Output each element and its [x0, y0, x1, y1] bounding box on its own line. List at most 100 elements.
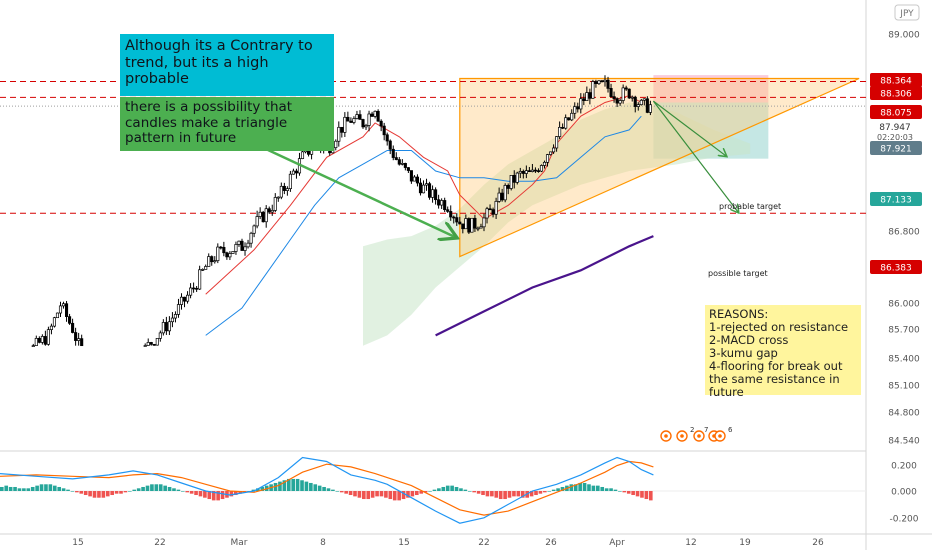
macd-histogram-bar [326, 488, 331, 491]
macd-histogram-bar [445, 485, 450, 491]
macd-histogram-bar [613, 489, 618, 491]
macd-histogram-bar [551, 489, 556, 491]
candle-body [642, 98, 646, 101]
candle-body [204, 266, 208, 270]
candle-body [210, 256, 214, 263]
event-marker-dot [680, 434, 684, 438]
candle-body [567, 117, 571, 121]
candle-body [476, 227, 480, 230]
candle-body [603, 79, 607, 83]
time-tick-label: 15 [398, 538, 409, 548]
forecast-arrow [652, 100, 738, 212]
candle-body [479, 226, 483, 229]
macd-histogram-bar [459, 488, 463, 491]
price-axis[interactable]: 89.00088.40087.80087.20086.80086.00085.7… [888, 31, 920, 525]
candle-body [452, 216, 456, 219]
candle-body [161, 322, 165, 334]
candle-body [624, 87, 628, 90]
candle-body [467, 218, 471, 233]
time-axis[interactable]: 15 22 Mar 8 15 22 26 Apr 12 19 26 [72, 538, 824, 548]
macd-histogram-bar [370, 491, 375, 498]
candle-body [146, 342, 150, 346]
triangle-note[interactable]: there is a possibility that candles make… [120, 97, 334, 151]
macd-histogram-bar [167, 486, 172, 491]
candle-body [261, 211, 265, 223]
candle-body [361, 119, 365, 128]
macd-histogram-bar [485, 491, 490, 497]
macd-histogram-bar [437, 488, 441, 491]
candle-body [376, 110, 380, 122]
candle-body [648, 104, 652, 113]
candle-body [627, 88, 631, 99]
candle-body [494, 201, 498, 215]
macd-histogram-bar [357, 491, 362, 498]
candle-body [279, 185, 283, 198]
candle-body [440, 200, 444, 206]
headline-note[interactable]: Although its a Contrary to trend, but it… [120, 34, 334, 96]
candle-body [228, 253, 232, 258]
macd-histogram-bar [604, 488, 609, 491]
price-label-box [870, 73, 922, 87]
candle-body [258, 211, 262, 217]
candle-body [464, 218, 468, 230]
candle-body [170, 317, 174, 323]
macd-histogram-bar [379, 491, 384, 497]
candle-body [503, 185, 507, 201]
moving-average-line [435, 235, 654, 337]
candle-body [373, 110, 377, 117]
macd-histogram-bar [110, 491, 114, 496]
candle-body [288, 173, 292, 190]
macd-histogram-bar [331, 489, 335, 491]
candle-body [415, 176, 420, 184]
reasons-title: REASONS: [709, 307, 769, 321]
candle-body [394, 157, 398, 160]
macd-histogram-bar [92, 491, 97, 498]
price-label-text: 88.075 [880, 109, 912, 119]
macd-histogram-bar [543, 491, 547, 493]
macd-histogram-bar [203, 491, 207, 498]
candle-body [506, 185, 510, 189]
ichimoku-cloud [363, 102, 751, 346]
candle-body [367, 113, 371, 126]
candle-body [558, 126, 562, 137]
event-markers[interactable]: 2 7 6 [660, 426, 733, 442]
candle-body [282, 185, 286, 191]
candle-body [49, 325, 53, 330]
reason-item: future [709, 384, 744, 399]
macd-histogram-bar [154, 484, 159, 491]
currency-badge[interactable]: JPY [894, 4, 920, 21]
countdown-label: 02:20:03 [877, 133, 913, 142]
candle-body [189, 287, 193, 296]
candle-body [570, 112, 574, 121]
candle-body [270, 210, 274, 213]
macd-histogram-bar [388, 491, 393, 500]
macd-histogram-bar [410, 491, 415, 497]
candle-body [176, 304, 181, 315]
price-tick-label: 85.400 [888, 355, 920, 365]
macd-histogram-bar [313, 484, 318, 491]
macd-histogram-bar [79, 491, 84, 494]
candle-body [143, 345, 147, 347]
candle-body [164, 322, 168, 332]
candle-body [77, 338, 81, 341]
candle-body [64, 303, 69, 317]
candle-body [539, 165, 544, 172]
candle-body [179, 296, 184, 305]
candle-body [173, 314, 178, 319]
macd-histogram-bar [66, 489, 70, 491]
price-tick-label: 89.000 [888, 31, 920, 41]
macd-histogram-bar [207, 491, 212, 500]
candle-body [431, 189, 435, 198]
candle-body [533, 169, 537, 172]
macd-histogram-bar [450, 485, 454, 491]
macd-histogram-bar [547, 491, 552, 492]
macd-histogram-bar [83, 491, 88, 496]
candle-body [521, 171, 525, 174]
reasons-note[interactable]: REASONS: 1-rejected on resistance 2-MACD… [705, 305, 861, 398]
candle-body [437, 199, 441, 206]
macd-histogram-bar [136, 488, 141, 491]
macd-histogram-bar [348, 491, 353, 496]
candle-body [600, 80, 604, 83]
